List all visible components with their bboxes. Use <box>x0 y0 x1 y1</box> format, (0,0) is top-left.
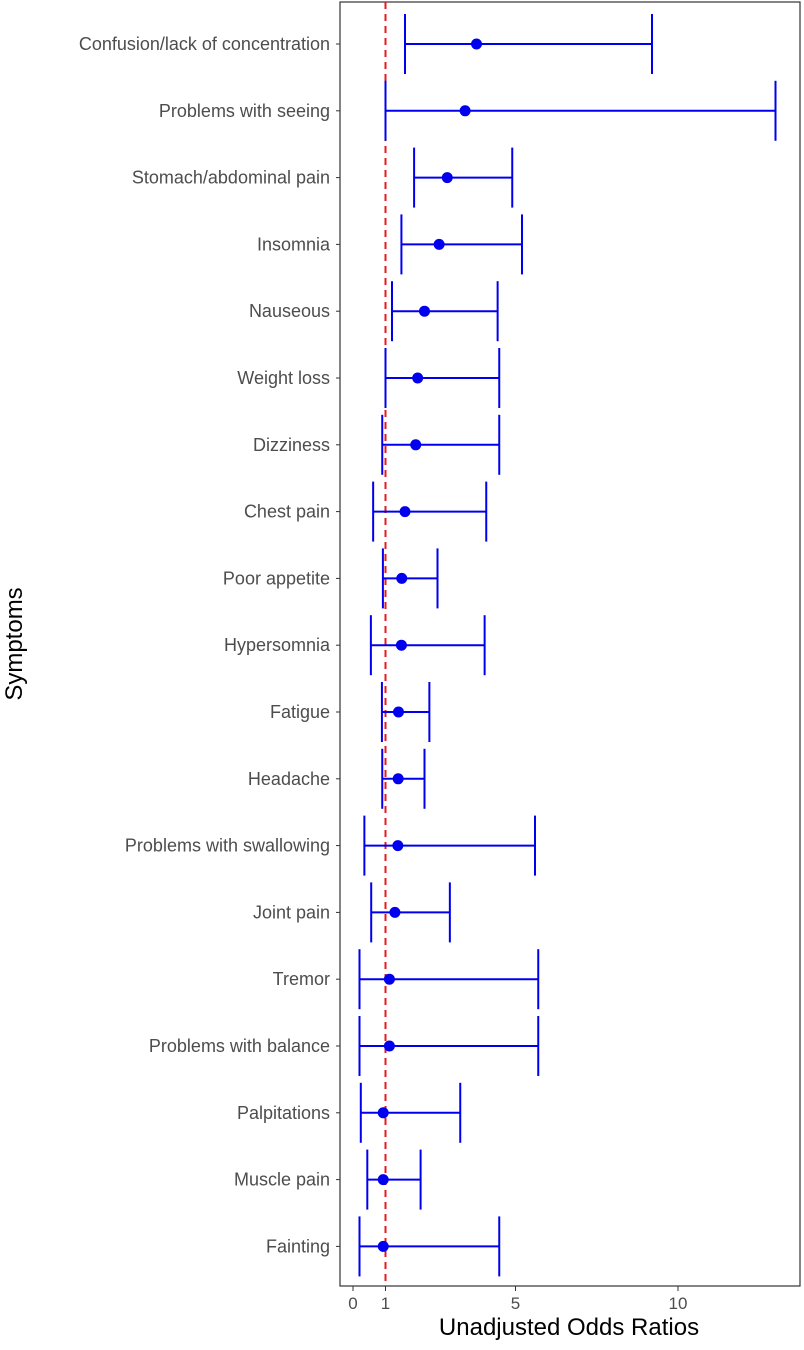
estimate-point <box>441 172 453 184</box>
error-bar-group <box>358 1016 540 1076</box>
estimate-point <box>396 572 408 584</box>
category-label: Nauseous <box>249 301 330 321</box>
estimate-point <box>383 973 395 985</box>
category-label: Confusion/lack of concentration <box>79 34 330 54</box>
error-bar-group <box>384 80 777 141</box>
estimate-point <box>395 639 407 651</box>
y-axis-title: Symptoms <box>1 587 28 700</box>
estimate-point <box>459 105 471 117</box>
error-bar-group <box>381 414 501 475</box>
estimate-point <box>412 372 424 384</box>
error-bar-group <box>369 615 486 676</box>
error-bar-group <box>380 682 431 742</box>
estimate-point <box>410 439 422 451</box>
estimate-point <box>419 305 430 317</box>
error-bar-group <box>381 748 426 809</box>
category-label: Stomach/abdominal pain <box>132 168 330 188</box>
error-bar-group <box>404 14 653 74</box>
category-label: Palpitations <box>237 1103 330 1123</box>
estimate-point <box>399 506 411 518</box>
x-axis-title: Unadjusted Odds Ratios <box>439 1314 699 1341</box>
x-tick-label: 1 <box>381 1294 390 1313</box>
category-label: Problems with balance <box>149 1036 330 1056</box>
category-label: Poor appetite <box>223 568 330 588</box>
category-label: Insomnia <box>257 234 331 254</box>
error-bar-group <box>413 147 514 208</box>
estimate-point <box>433 238 445 250</box>
plot-panel <box>339 1 801 1287</box>
x-tick-label: 5 <box>511 1294 520 1313</box>
x-tick-label: 10 <box>669 1294 688 1313</box>
estimate-point <box>383 1040 395 1052</box>
estimate-point <box>389 906 401 918</box>
category-label: Fainting <box>266 1236 330 1256</box>
estimate-point <box>392 773 404 785</box>
error-bar-group <box>381 548 439 609</box>
error-bar-group <box>358 1216 501 1277</box>
estimate-point <box>377 1174 389 1186</box>
error-bar-group <box>370 882 451 943</box>
category-label: Muscle pain <box>234 1170 330 1190</box>
error-bar-group <box>391 281 499 342</box>
error-bar-group <box>366 1149 422 1210</box>
error-bar-group <box>359 1082 462 1143</box>
category-label: Hypersomnia <box>224 635 331 655</box>
error-bar-group <box>363 815 536 876</box>
category-label: Problems with swallowing <box>125 836 330 856</box>
category-label: Tremor <box>273 969 330 989</box>
category-label: Chest pain <box>244 502 330 522</box>
error-bar-group <box>384 348 501 408</box>
category-label: Fatigue <box>270 702 330 722</box>
category-label: Weight loss <box>237 368 330 388</box>
estimate-point <box>377 1240 389 1252</box>
category-label: Headache <box>248 769 330 789</box>
category-label: Joint pain <box>253 902 330 922</box>
estimate-point <box>393 706 404 718</box>
estimate-point <box>377 1107 389 1119</box>
estimate-point <box>392 840 404 852</box>
category-label: Problems with seeing <box>159 101 330 121</box>
estimate-point <box>471 38 482 50</box>
x-tick-label: 0 <box>348 1294 357 1313</box>
error-bar-group <box>372 481 488 542</box>
error-bar-group <box>400 214 523 275</box>
category-label: Dizziness <box>253 435 330 455</box>
error-bar-group <box>358 949 540 1010</box>
